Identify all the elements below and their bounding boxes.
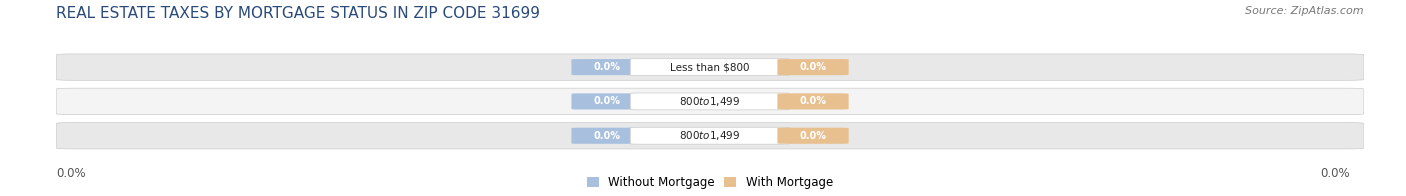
FancyBboxPatch shape [778,128,849,144]
FancyBboxPatch shape [630,127,790,144]
Text: 0.0%: 0.0% [800,96,827,106]
FancyBboxPatch shape [56,88,1364,115]
Legend: Without Mortgage, With Mortgage: Without Mortgage, With Mortgage [588,176,832,189]
Text: Source: ZipAtlas.com: Source: ZipAtlas.com [1246,6,1364,16]
FancyBboxPatch shape [571,128,643,144]
Text: 0.0%: 0.0% [1320,167,1350,180]
Text: $800 to $1,499: $800 to $1,499 [679,95,741,108]
FancyBboxPatch shape [778,93,849,110]
FancyBboxPatch shape [571,93,643,110]
FancyBboxPatch shape [630,59,790,76]
Text: REAL ESTATE TAXES BY MORTGAGE STATUS IN ZIP CODE 31699: REAL ESTATE TAXES BY MORTGAGE STATUS IN … [56,6,540,21]
Text: Less than $800: Less than $800 [671,62,749,72]
Text: 0.0%: 0.0% [800,62,827,72]
Text: 0.0%: 0.0% [593,131,620,141]
FancyBboxPatch shape [56,54,1364,80]
Text: 0.0%: 0.0% [800,131,827,141]
FancyBboxPatch shape [778,59,849,75]
Text: 0.0%: 0.0% [56,167,86,180]
FancyBboxPatch shape [630,93,790,110]
Text: $800 to $1,499: $800 to $1,499 [679,129,741,142]
Text: 0.0%: 0.0% [593,96,620,106]
FancyBboxPatch shape [56,122,1364,149]
FancyBboxPatch shape [571,59,643,75]
Text: 0.0%: 0.0% [593,62,620,72]
